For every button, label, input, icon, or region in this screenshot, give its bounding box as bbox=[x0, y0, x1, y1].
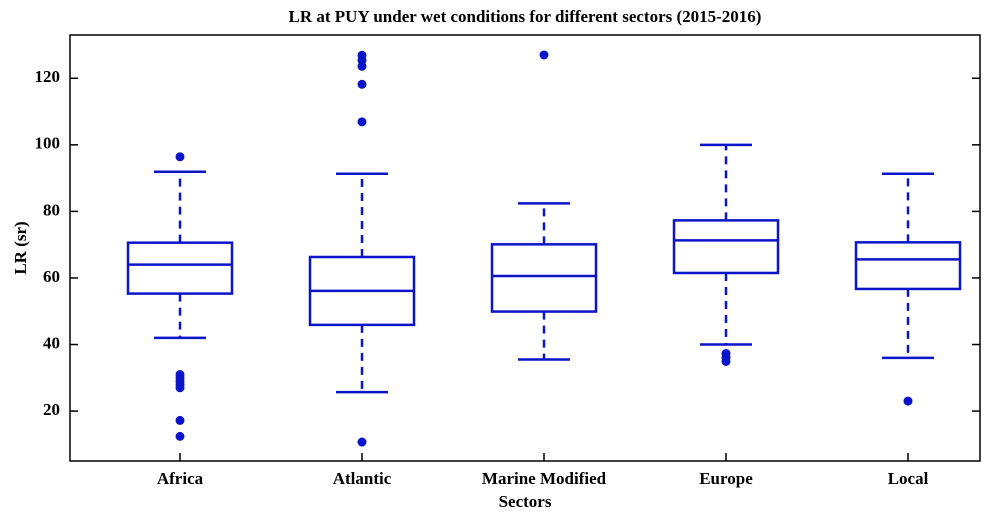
x-tick-label: Local bbox=[888, 469, 929, 488]
x-tick-label: Africa bbox=[157, 469, 204, 488]
outlier bbox=[175, 152, 185, 162]
outlier bbox=[903, 396, 913, 406]
axes-box bbox=[69, 34, 981, 462]
box bbox=[854, 241, 962, 291]
outlier bbox=[175, 415, 185, 425]
x-tick-label: Europe bbox=[699, 469, 753, 488]
box bbox=[126, 241, 234, 295]
y-tick-label: 60 bbox=[43, 267, 60, 286]
y-tick-label: 80 bbox=[43, 200, 60, 219]
outlier bbox=[357, 79, 367, 89]
chart-title: LR at PUY under wet conditions for diffe… bbox=[289, 7, 762, 26]
outlier bbox=[357, 61, 367, 71]
x-tick-label: Marine Modified bbox=[482, 469, 607, 488]
y-tick-label: 20 bbox=[43, 400, 60, 419]
outlier bbox=[357, 117, 367, 127]
outlier bbox=[175, 431, 185, 441]
x-tick-label: Atlantic bbox=[333, 469, 392, 488]
x-axis-label: Sectors bbox=[499, 492, 552, 511]
outlier bbox=[357, 437, 367, 447]
y-axis-label: LR (sr) bbox=[11, 221, 30, 274]
y-tick-label: 120 bbox=[35, 67, 61, 86]
outlier bbox=[539, 50, 549, 60]
y-tick-label: 40 bbox=[43, 333, 60, 352]
outlier bbox=[175, 383, 185, 393]
box bbox=[672, 219, 780, 275]
box bbox=[490, 243, 598, 313]
outlier bbox=[721, 356, 731, 366]
y-tick-label: 100 bbox=[35, 134, 61, 153]
